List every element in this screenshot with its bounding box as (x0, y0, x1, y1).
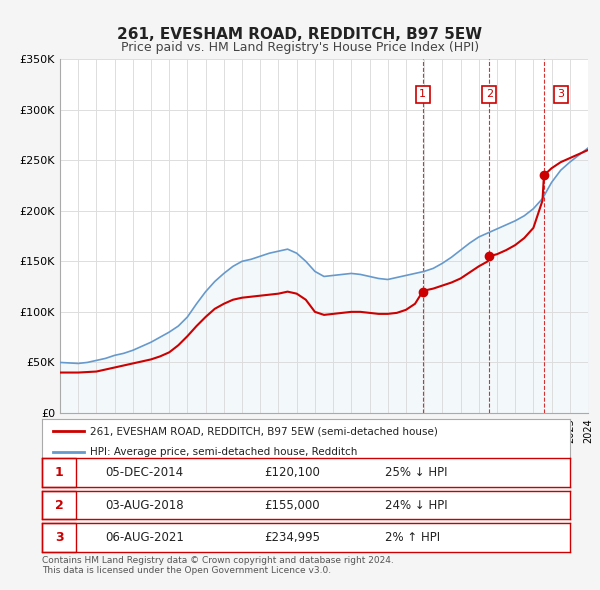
Text: HPI: Average price, semi-detached house, Redditch: HPI: Average price, semi-detached house,… (89, 447, 357, 457)
Text: Contains HM Land Registry data © Crown copyright and database right 2024.
This d: Contains HM Land Registry data © Crown c… (42, 556, 394, 575)
Text: 3: 3 (55, 531, 64, 544)
FancyBboxPatch shape (42, 523, 76, 552)
Text: Price paid vs. HM Land Registry's House Price Index (HPI): Price paid vs. HM Land Registry's House … (121, 41, 479, 54)
Text: £234,995: £234,995 (264, 531, 320, 544)
FancyBboxPatch shape (42, 491, 76, 519)
Text: 03-AUG-2018: 03-AUG-2018 (106, 499, 184, 512)
Text: 3: 3 (557, 90, 564, 99)
Text: £120,100: £120,100 (264, 466, 320, 479)
Text: 24% ↓ HPI: 24% ↓ HPI (385, 499, 448, 512)
Text: 2: 2 (486, 90, 493, 99)
Text: 1: 1 (55, 466, 64, 479)
Text: 05-DEC-2014: 05-DEC-2014 (106, 466, 184, 479)
Text: 2: 2 (55, 499, 64, 512)
Text: 1: 1 (419, 90, 426, 99)
Text: 2% ↑ HPI: 2% ↑ HPI (385, 531, 440, 544)
Text: 25% ↓ HPI: 25% ↓ HPI (385, 466, 448, 479)
Text: 261, EVESHAM ROAD, REDDITCH, B97 5EW (semi-detached house): 261, EVESHAM ROAD, REDDITCH, B97 5EW (se… (89, 427, 437, 436)
Text: 06-AUG-2021: 06-AUG-2021 (106, 531, 184, 544)
FancyBboxPatch shape (42, 458, 76, 487)
Text: 261, EVESHAM ROAD, REDDITCH, B97 5EW: 261, EVESHAM ROAD, REDDITCH, B97 5EW (118, 27, 482, 41)
Text: £155,000: £155,000 (264, 499, 319, 512)
